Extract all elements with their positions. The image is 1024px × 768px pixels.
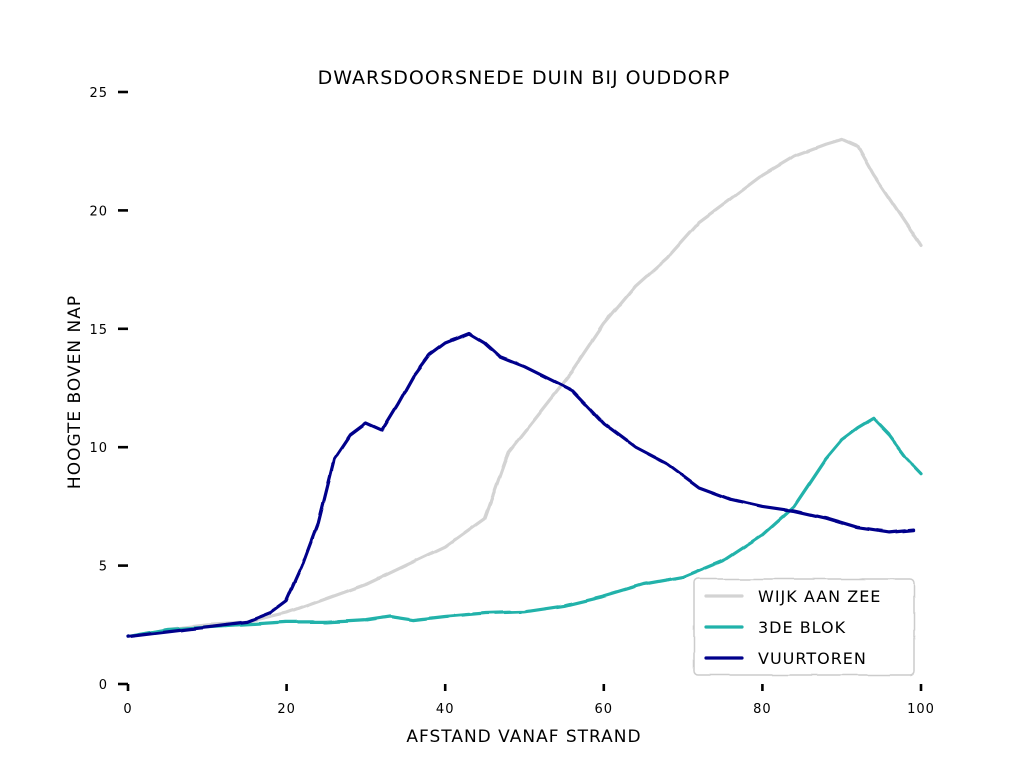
legend-label-2: Vuurtoren [758,649,867,668]
x-tick-label: 80 [753,702,772,717]
y-tick-label: 5 [99,560,108,575]
chart-title: Dwarsdoorsnede duin bij Ouddorp [318,67,731,89]
x-tick-label: 100 [907,702,935,717]
x-tick-label: 0 [123,702,132,717]
x-axis-label: Afstand vanaf strand [406,727,641,747]
y-tick-label: 25 [89,86,108,101]
plot-area [126,137,923,639]
series-line-1 [126,417,923,639]
legend-box [693,578,915,676]
x-tick-label: 40 [436,702,455,717]
series-line-2 [126,331,915,639]
x-tick-label: 60 [595,702,614,717]
series-line-0 [126,137,923,639]
y-tick-label: 0 [99,678,108,693]
legend-label-0: Wijk aan Zee [758,587,881,606]
legend-label-1: 3de blok [758,618,846,637]
y-tick-label: 20 [89,204,108,219]
y-tick-label: 15 [89,323,108,338]
x-tick-label: 20 [277,702,296,717]
y-axis-label: Hoogte boven NAP [65,295,85,489]
y-tick-label: 10 [89,441,108,456]
axes: 0 20 40 60 80 100 0 5 10 15 20 25 [89,86,935,717]
legend: Wijk aan Zee 3de blok Vuurtoren [693,578,915,676]
